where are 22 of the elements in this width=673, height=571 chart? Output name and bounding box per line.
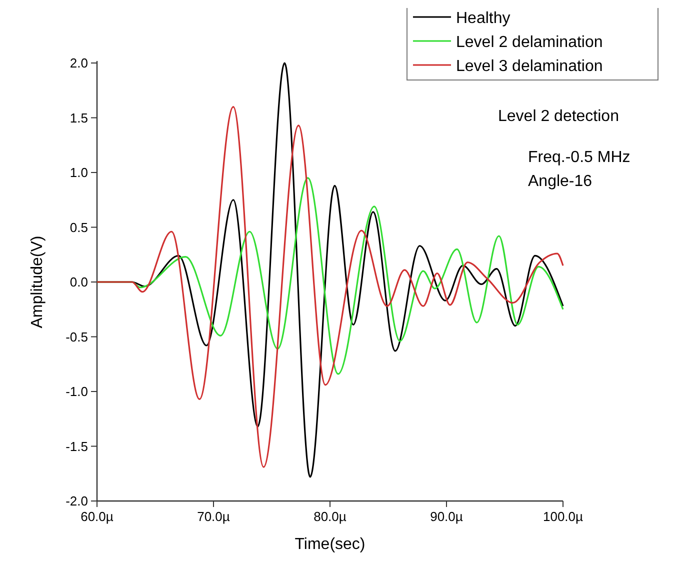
y-tick-label: 1.0 xyxy=(70,165,88,180)
x-tick-label: 80.0µ xyxy=(314,509,347,524)
legend-label: Level 3 delamination xyxy=(456,58,603,75)
x-tick-label: 100.0µ xyxy=(542,509,584,524)
x-axis-title: Time(sec) xyxy=(294,536,366,553)
y-tick-label: 2.0 xyxy=(70,56,88,70)
x-tick-label: 70.0µ xyxy=(197,509,230,524)
y-tick-label: -1.5 xyxy=(66,438,88,454)
y-tick-label: -2.0 xyxy=(66,494,88,508)
legend-label: Level 2 delamination xyxy=(456,34,603,51)
y-tick-label: 1.5 xyxy=(70,110,88,126)
annotation: Angle-16 xyxy=(528,173,592,190)
x-tick-label: 90.0µ xyxy=(430,509,464,524)
annotation: Freq.-0.5 MHz xyxy=(528,149,630,166)
y-axis-title: Amplitude(V) xyxy=(29,236,46,328)
annotation: Level 2 detection xyxy=(498,108,619,125)
y-tick-label: 0.5 xyxy=(70,220,88,235)
legend-label: Healthy xyxy=(456,10,510,27)
x-tick-label: 60.0µ xyxy=(80,509,114,524)
y-tick-label: -1.0 xyxy=(66,384,88,399)
y-tick-label: -0.5 xyxy=(66,329,88,344)
y-tick-label: 0.0 xyxy=(70,274,88,290)
